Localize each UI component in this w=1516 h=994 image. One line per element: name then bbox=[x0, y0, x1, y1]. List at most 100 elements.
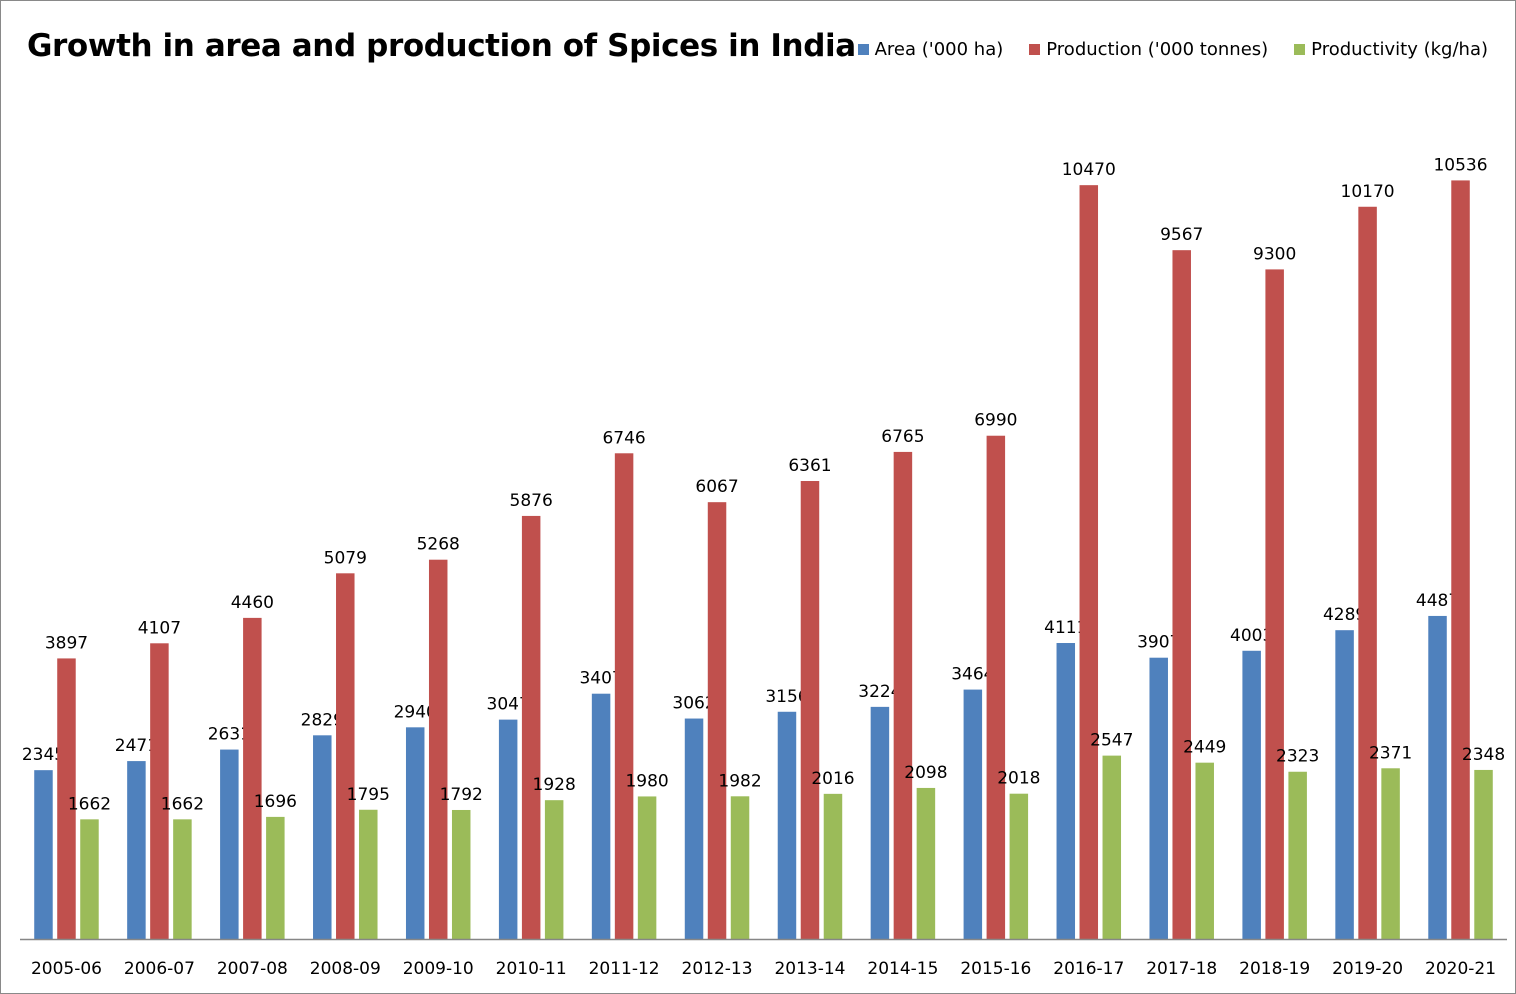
data-label-series0-2018-19: 4003 bbox=[1230, 626, 1273, 646]
data-label-series0-2015-16: 3464 bbox=[951, 665, 994, 685]
bar-series0-2013-14 bbox=[777, 711, 797, 939]
data-label-series0-2010-11: 3047 bbox=[487, 695, 530, 715]
data-label-series1-2017-18: 9567 bbox=[1160, 225, 1203, 245]
data-label-series1-2012-13: 6067 bbox=[695, 477, 738, 497]
bar-series0-2017-18 bbox=[1149, 657, 1168, 939]
bar-series1-2005-06 bbox=[57, 658, 76, 939]
bar-series0-2010-11 bbox=[498, 719, 518, 939]
bar-series0-2011-12 bbox=[591, 693, 611, 939]
data-label-series2-2017-18: 2449 bbox=[1183, 738, 1226, 758]
bar-series1-2017-18 bbox=[1172, 250, 1191, 939]
bar-series1-2008-09 bbox=[336, 573, 355, 939]
data-label-series1-2009-10: 5268 bbox=[417, 535, 460, 555]
data-label-series2-2012-13: 1982 bbox=[718, 771, 761, 791]
bar-series0-2018-19 bbox=[1242, 650, 1261, 939]
data-label-series2-2014-15: 2098 bbox=[904, 763, 947, 783]
x-tick-label-2019-20: 2019-20 bbox=[1332, 959, 1403, 979]
data-label-series0-2017-18: 3907 bbox=[1137, 633, 1180, 653]
bar-series2-2010-11 bbox=[544, 800, 564, 939]
bar-series1-2011-12 bbox=[614, 453, 634, 939]
x-tick-label-2020-21: 2020-21 bbox=[1425, 959, 1496, 979]
bar-series1-2006-07 bbox=[150, 643, 169, 939]
data-label-series1-2014-15: 6765 bbox=[881, 427, 924, 447]
legend-item-production: Production ('000 tonnes) bbox=[1029, 39, 1268, 60]
data-label-series2-2019-20: 2371 bbox=[1369, 743, 1412, 763]
bar-series1-2009-10 bbox=[428, 559, 448, 939]
data-label-series0-2011-12: 3407 bbox=[579, 669, 622, 689]
bar-series2-2007-08 bbox=[266, 816, 285, 939]
bar-series0-2019-20 bbox=[1335, 630, 1354, 939]
bar-series0-2020-21 bbox=[1428, 615, 1447, 939]
legend-label-productivity: Productivity (kg/ha) bbox=[1311, 39, 1488, 60]
bar-series0-2015-16 bbox=[963, 689, 983, 939]
data-label-series1-2006-07: 4107 bbox=[138, 618, 181, 638]
x-tick-label-2013-14: 2013-14 bbox=[774, 959, 845, 979]
legend-item-area: Area ('000 ha) bbox=[857, 39, 1004, 60]
data-label-series2-2007-08: 1696 bbox=[254, 792, 297, 812]
legend-swatch-production bbox=[1029, 44, 1041, 55]
data-label-series0-2009-10: 2940 bbox=[394, 702, 437, 722]
data-label-series0-2013-14: 3156 bbox=[765, 687, 808, 707]
data-label-series1-2007-08: 4460 bbox=[231, 593, 274, 613]
x-tick-label-2009-10: 2009-10 bbox=[403, 959, 474, 979]
data-label-series1-2019-20: 10170 bbox=[1341, 182, 1395, 202]
bar-series0-2012-13 bbox=[684, 718, 704, 939]
bar-series1-2012-13 bbox=[707, 502, 727, 939]
data-label-series0-2012-13: 3062 bbox=[672, 694, 715, 714]
data-label-series2-2009-10: 1792 bbox=[440, 785, 483, 805]
bar-series1-2019-20 bbox=[1358, 206, 1377, 939]
bar-series1-2007-08 bbox=[243, 617, 262, 939]
bar-series2-2019-20 bbox=[1381, 768, 1400, 939]
bar-series0-2008-09 bbox=[313, 735, 332, 939]
bar-series1-2013-14 bbox=[800, 481, 820, 939]
data-label-series0-2007-08: 2631 bbox=[208, 725, 251, 745]
data-label-series1-2011-12: 6746 bbox=[602, 428, 645, 448]
data-label-series2-2018-19: 2323 bbox=[1276, 747, 1319, 767]
data-label-series1-2005-06: 3897 bbox=[45, 633, 88, 653]
x-tick-label-2018-19: 2018-19 bbox=[1239, 959, 1310, 979]
data-label-series2-2011-12: 1980 bbox=[625, 771, 668, 791]
bar-series1-2010-11 bbox=[521, 515, 541, 939]
data-label-series2-2020-21: 2348 bbox=[1462, 745, 1505, 765]
legend-swatch-productivity bbox=[1294, 44, 1306, 55]
legend: Area ('000 ha) Production ('000 tonnes) … bbox=[857, 39, 1488, 60]
bar-series2-2009-10 bbox=[451, 809, 471, 939]
data-label-series0-2005-06: 2345 bbox=[22, 745, 65, 765]
data-label-series2-2008-09: 1795 bbox=[347, 785, 390, 805]
bar-series1-2016-17 bbox=[1079, 185, 1099, 939]
bar-series2-2018-19 bbox=[1288, 771, 1307, 939]
data-label-series0-2020-21: 4487 bbox=[1416, 591, 1459, 611]
legend-label-production: Production ('000 tonnes) bbox=[1046, 39, 1269, 60]
bar-series0-2014-15 bbox=[870, 706, 890, 939]
x-tick-label-2016-17: 2016-17 bbox=[1053, 959, 1124, 979]
x-tick-label-2007-08: 2007-08 bbox=[217, 959, 288, 979]
data-label-series1-2020-21: 10536 bbox=[1433, 155, 1487, 175]
x-tick-label-2006-07: 2006-07 bbox=[124, 959, 195, 979]
data-label-series1-2013-14: 6361 bbox=[788, 456, 831, 476]
legend-label-area: Area ('000 ha) bbox=[874, 39, 1004, 60]
bar-series2-2020-21 bbox=[1474, 769, 1493, 939]
data-label-series0-2006-07: 2471 bbox=[115, 736, 158, 756]
bar-series1-2020-21 bbox=[1451, 180, 1470, 939]
data-label-series0-2008-09: 2829 bbox=[301, 710, 344, 730]
data-label-series1-2010-11: 5876 bbox=[510, 491, 553, 511]
data-label-series0-2019-20: 4289 bbox=[1323, 605, 1366, 625]
x-tick-label-2005-06: 2005-06 bbox=[31, 959, 102, 979]
x-tick-label-2014-15: 2014-15 bbox=[867, 959, 938, 979]
x-tick-label-2008-09: 2008-09 bbox=[310, 959, 381, 979]
x-tick-label-2017-18: 2017-18 bbox=[1146, 959, 1217, 979]
x-tick-label-2011-12: 2011-12 bbox=[589, 959, 660, 979]
bar-series1-2018-19 bbox=[1265, 269, 1284, 939]
bar-series1-2014-15 bbox=[893, 451, 913, 939]
x-tick-label-2012-13: 2012-13 bbox=[682, 959, 753, 979]
bar-series2-2008-09 bbox=[359, 809, 378, 939]
data-label-series2-2013-14: 2016 bbox=[811, 769, 854, 789]
bar-series0-2006-07 bbox=[127, 761, 146, 939]
bar-series2-2014-15 bbox=[916, 787, 936, 939]
bar-series2-2006-07 bbox=[173, 819, 192, 939]
data-label-series2-2010-11: 1928 bbox=[533, 775, 576, 795]
data-label-series2-2016-17: 2547 bbox=[1090, 731, 1133, 751]
bar-series2-2012-13 bbox=[730, 796, 750, 939]
data-label-series2-2015-16: 2018 bbox=[997, 769, 1040, 789]
x-tick-label-2015-16: 2015-16 bbox=[960, 959, 1031, 979]
